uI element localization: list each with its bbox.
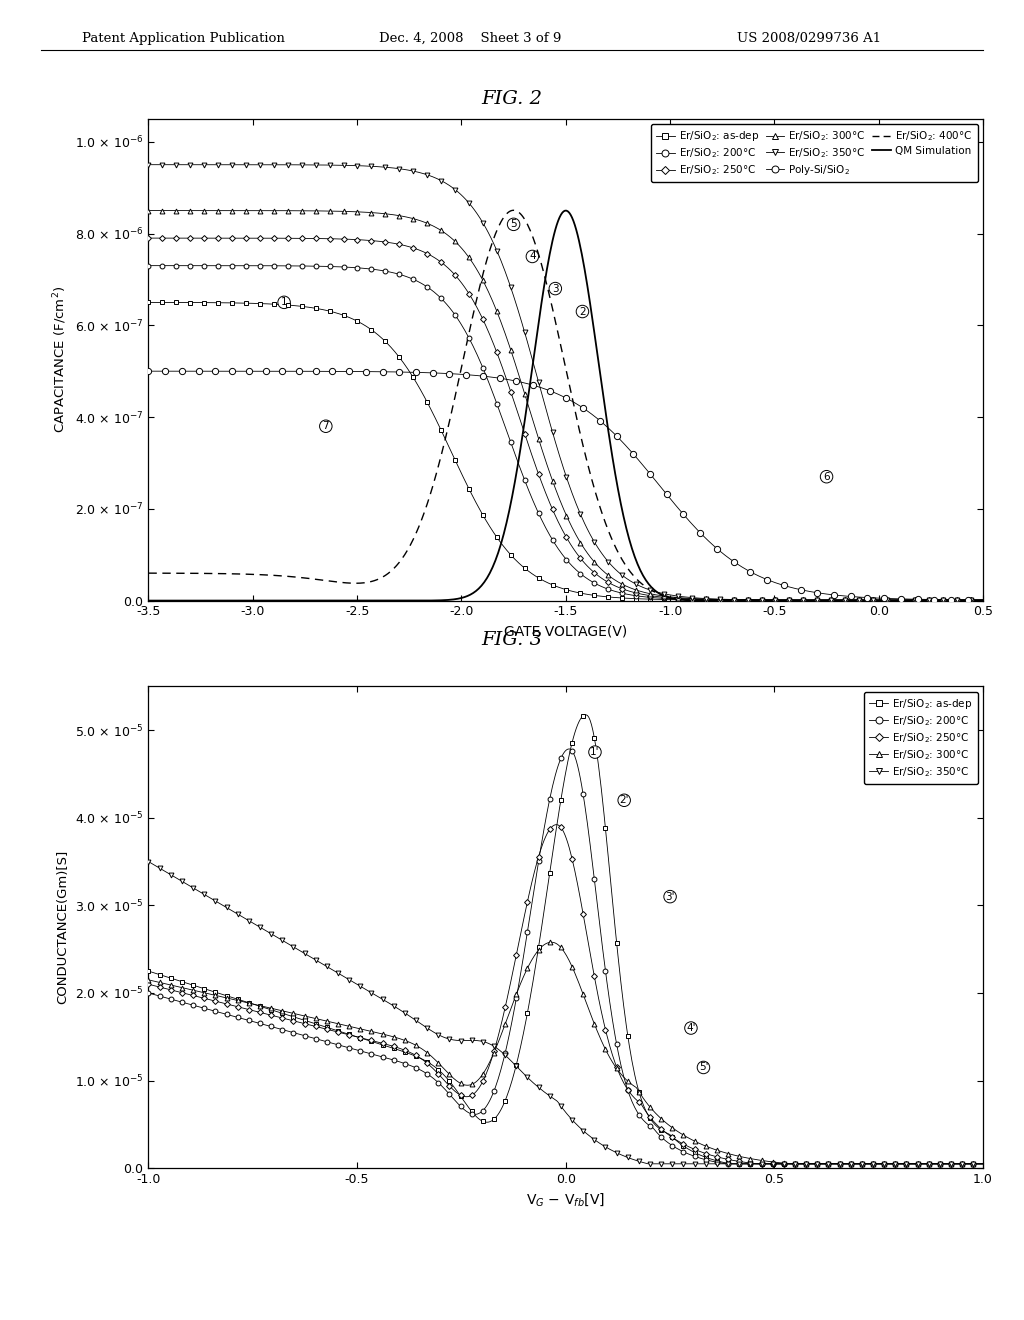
Text: 5': 5'	[698, 1063, 709, 1072]
Text: 2': 2'	[620, 795, 629, 805]
Text: 2: 2	[580, 306, 586, 317]
X-axis label: GATE VOLTAGE(V): GATE VOLTAGE(V)	[504, 624, 628, 638]
Text: Dec. 4, 2008    Sheet 3 of 9: Dec. 4, 2008 Sheet 3 of 9	[379, 32, 561, 45]
Text: Patent Application Publication: Patent Application Publication	[82, 32, 285, 45]
Text: 1: 1	[281, 297, 288, 308]
Legend: Er/SiO$_2$: as-dep, Er/SiO$_2$: 200°C, Er/SiO$_2$: 250°C, Er/SiO$_2$: 300°C, Er/: Er/SiO$_2$: as-dep, Er/SiO$_2$: 200°C, E…	[651, 124, 978, 182]
Text: 4: 4	[529, 251, 536, 261]
Text: 6: 6	[823, 471, 829, 482]
Text: 3: 3	[552, 284, 559, 293]
Text: 4': 4'	[686, 1023, 695, 1034]
Text: FIG. 3: FIG. 3	[481, 631, 543, 649]
Text: FIG. 2: FIG. 2	[481, 90, 543, 108]
Y-axis label: CAPACITANCE (F/cm$^2$): CAPACITANCE (F/cm$^2$)	[52, 286, 70, 433]
Y-axis label: CONDUCTANCE(Gm)[S]: CONDUCTANCE(Gm)[S]	[56, 850, 70, 1005]
Legend: Er/SiO$_2$: as-dep, Er/SiO$_2$: 200°C, Er/SiO$_2$: 250°C, Er/SiO$_2$: 300°C, Er/: Er/SiO$_2$: as-dep, Er/SiO$_2$: 200°C, E…	[864, 692, 978, 784]
Text: 3': 3'	[666, 891, 675, 902]
Text: US 2008/0299736 A1: US 2008/0299736 A1	[737, 32, 882, 45]
X-axis label: V$_G$ $-$ V$_{fb}$[V]: V$_G$ $-$ V$_{fb}$[V]	[526, 1192, 605, 1208]
Text: 7: 7	[323, 421, 329, 432]
Text: 5: 5	[510, 219, 517, 230]
Text: 1': 1'	[590, 747, 600, 758]
